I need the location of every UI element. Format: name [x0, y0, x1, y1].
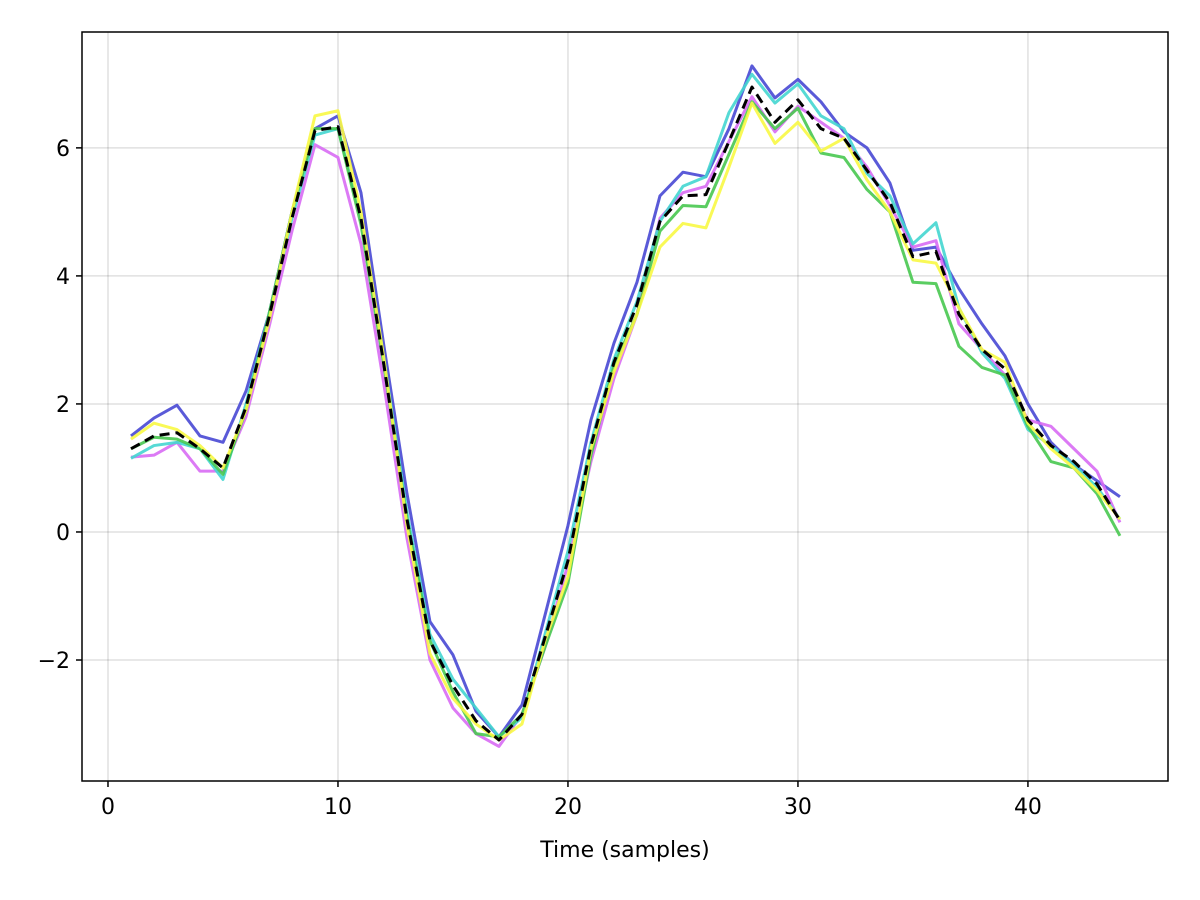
x-axis-label: Time (samples): [539, 838, 709, 863]
series-line: [130, 100, 1122, 739]
x-tick-label: 0: [101, 795, 115, 820]
y-tick-label: 6: [56, 137, 70, 162]
y-tick-label: 4: [56, 265, 70, 290]
series-line: [130, 95, 1122, 748]
x-tick-label: 20: [554, 795, 582, 820]
x-tick-label: 40: [1014, 795, 1042, 820]
y-tick-label: 0: [56, 521, 70, 546]
series-line: [130, 72, 1122, 739]
series-line: [130, 85, 1122, 742]
plot-frame: [81, 31, 1169, 782]
y-tick-label: 2: [56, 393, 70, 418]
series-line: [130, 64, 1121, 739]
x-tick-label: 10: [324, 795, 352, 820]
x-tick-label: 30: [784, 795, 812, 820]
y-tick-label: −2: [38, 649, 70, 674]
series-line: [130, 101, 1122, 742]
